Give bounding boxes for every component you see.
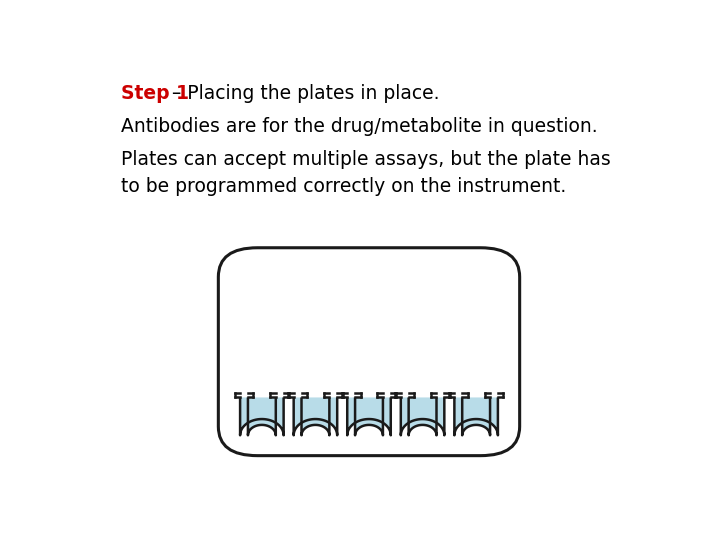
Polygon shape <box>462 397 490 435</box>
FancyBboxPatch shape <box>218 248 520 456</box>
Polygon shape <box>302 397 329 435</box>
Polygon shape <box>248 397 276 435</box>
Text: – Placing the plates in place.: – Placing the plates in place. <box>166 84 440 103</box>
Text: Plates can accept multiple assays, but the plate has: Plates can accept multiple assays, but t… <box>121 150 611 169</box>
Polygon shape <box>294 397 337 435</box>
Text: Antibodies are for the drug/metabolite in question.: Antibodies are for the drug/metabolite i… <box>121 117 598 136</box>
Polygon shape <box>240 397 284 435</box>
Polygon shape <box>409 397 436 435</box>
Polygon shape <box>347 397 391 435</box>
Polygon shape <box>454 397 498 435</box>
Text: to be programmed correctly on the instrument.: to be programmed correctly on the instru… <box>121 177 566 196</box>
Polygon shape <box>401 397 444 435</box>
Text: Step 1: Step 1 <box>121 84 189 103</box>
Polygon shape <box>355 397 383 435</box>
